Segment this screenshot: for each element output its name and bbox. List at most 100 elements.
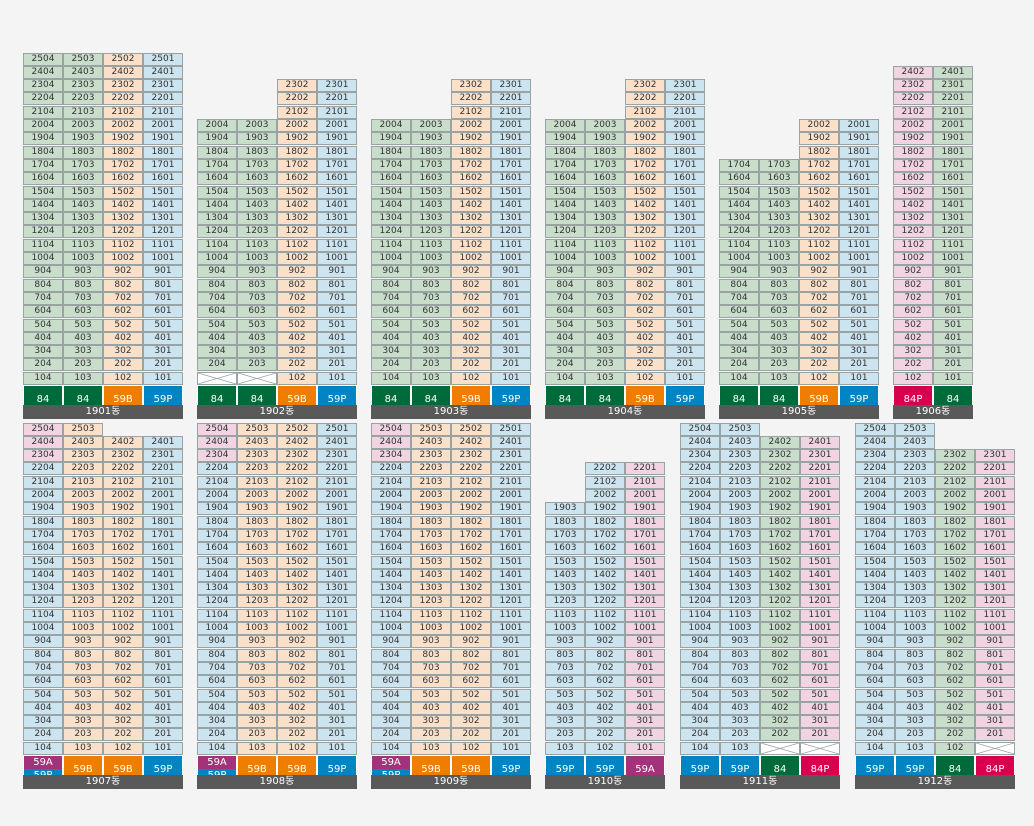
unit-cell[interactable]: 403 xyxy=(545,701,585,715)
unit-cell[interactable]: 1404 xyxy=(680,568,720,582)
unit-cell[interactable]: 1201 xyxy=(317,595,357,609)
unit-cell[interactable]: 2303 xyxy=(720,449,760,463)
unit-cell[interactable]: 501 xyxy=(933,318,973,332)
unit-cell[interactable]: 1401 xyxy=(933,198,973,212)
unit-cell[interactable]: 1502 xyxy=(451,555,491,569)
unit-cell[interactable]: 1503 xyxy=(237,555,277,569)
unit-cell[interactable]: 403 xyxy=(411,331,451,345)
unit-cell[interactable]: 1201 xyxy=(800,595,840,609)
unit-cell[interactable]: 1501 xyxy=(491,185,531,199)
unit-cell[interactable]: 602 xyxy=(451,675,491,689)
unit-cell[interactable]: 901 xyxy=(317,265,357,279)
unit-cell[interactable]: 1402 xyxy=(893,198,933,212)
unit-cell[interactable]: 1701 xyxy=(625,528,665,542)
unit-cell[interactable]: 2301 xyxy=(491,449,531,463)
unit-cell[interactable]: 1801 xyxy=(800,515,840,529)
unit-cell[interactable]: 404 xyxy=(855,701,895,715)
unit-cell[interactable]: 104 xyxy=(719,371,759,385)
unit-cell[interactable]: 703 xyxy=(411,291,451,305)
unit-cell[interactable]: 1801 xyxy=(665,145,705,159)
unit-cell[interactable]: 1801 xyxy=(975,515,1015,529)
unit-cell[interactable]: 2501 xyxy=(317,422,357,436)
unit-cell[interactable]: 2302 xyxy=(625,79,665,93)
unit-cell[interactable]: 1203 xyxy=(237,225,277,239)
unit-cell[interactable]: 2004 xyxy=(23,489,63,502)
unit-cell[interactable]: 801 xyxy=(839,278,879,292)
unit-cell[interactable]: 1901 xyxy=(143,502,183,516)
unit-cell[interactable]: 1901 xyxy=(317,502,357,516)
unit-cell[interactable]: 404 xyxy=(197,701,237,715)
unit-cell[interactable]: 2204 xyxy=(371,462,411,476)
unit-cell[interactable]: 1003 xyxy=(411,622,451,635)
unit-cell[interactable]: 701 xyxy=(625,661,665,675)
unit-cell[interactable]: 1604 xyxy=(197,172,237,186)
unit-cell[interactable]: 601 xyxy=(491,675,531,689)
unit-cell[interactable]: 304 xyxy=(719,345,759,359)
unit-cell[interactable]: 304 xyxy=(371,715,411,729)
unit-cell[interactable]: 1604 xyxy=(680,542,720,556)
unit-cell[interactable]: 604 xyxy=(23,675,63,689)
unit-cell[interactable]: 203 xyxy=(63,728,103,742)
unit-cell[interactable]: 104 xyxy=(23,741,63,755)
unit-cell[interactable]: 2002 xyxy=(451,119,491,132)
unit-cell[interactable]: 602 xyxy=(103,675,143,689)
unit-cell[interactable]: 902 xyxy=(451,265,491,279)
unit-cell[interactable]: 902 xyxy=(277,265,317,279)
unit-cell[interactable]: 1601 xyxy=(143,542,183,556)
unit-cell[interactable]: 1701 xyxy=(143,528,183,542)
unit-cell[interactable]: 1002 xyxy=(799,252,839,265)
unit-cell[interactable]: 402 xyxy=(760,701,800,715)
unit-cell[interactable]: 1302 xyxy=(103,582,143,596)
unit-cell[interactable]: 1702 xyxy=(585,528,625,542)
unit-cell[interactable]: 1304 xyxy=(23,212,63,226)
unit-cell[interactable]: 204 xyxy=(545,358,585,372)
unit-cell[interactable]: 1904 xyxy=(371,132,411,146)
unit-cell[interactable]: 204 xyxy=(197,358,237,372)
unit-cell[interactable]: 801 xyxy=(491,278,531,292)
unit-cell[interactable]: 2204 xyxy=(23,462,63,476)
unit-cell[interactable]: 2401 xyxy=(491,435,531,449)
unit-cell[interactable]: 101 xyxy=(317,741,357,755)
unit-cell[interactable]: 1303 xyxy=(411,212,451,226)
unit-cell[interactable]: 1401 xyxy=(491,568,531,582)
unit-cell[interactable]: 702 xyxy=(799,291,839,305)
unit-cell[interactable]: 2101 xyxy=(491,105,531,119)
unit-cell[interactable]: 1201 xyxy=(143,595,183,609)
unit-cell[interactable]: 701 xyxy=(839,291,879,305)
unit-cell[interactable]: 2404 xyxy=(197,435,237,449)
unit-cell[interactable]: 2004 xyxy=(371,119,411,132)
unit-cell[interactable]: 901 xyxy=(143,635,183,649)
unit-cell[interactable]: 2201 xyxy=(143,92,183,106)
unit-cell[interactable]: 1102 xyxy=(277,608,317,622)
unit-cell[interactable]: 803 xyxy=(63,278,103,292)
unit-cell[interactable]: 1704 xyxy=(371,158,411,172)
unit-cell[interactable]: 604 xyxy=(197,305,237,319)
unit-cell[interactable]: 2402 xyxy=(277,435,317,449)
unit-cell[interactable]: 704 xyxy=(197,291,237,305)
unit-cell[interactable]: 902 xyxy=(893,265,933,279)
unit-cell[interactable]: 2201 xyxy=(143,462,183,476)
unit-cell[interactable]: 1803 xyxy=(895,515,935,529)
unit-cell[interactable]: 2204 xyxy=(680,462,720,476)
unit-cell[interactable]: 1603 xyxy=(895,542,935,556)
unit-cell[interactable]: 401 xyxy=(933,331,973,345)
unit-cell[interactable]: 104 xyxy=(680,741,720,755)
unit-cell[interactable]: 101 xyxy=(625,741,665,755)
unit-cell[interactable]: 301 xyxy=(933,345,973,359)
unit-cell[interactable]: 902 xyxy=(760,635,800,649)
unit-cell[interactable]: 1601 xyxy=(491,172,531,186)
unit-cell[interactable]: 1604 xyxy=(23,542,63,556)
unit-cell[interactable]: 502 xyxy=(799,318,839,332)
unit-cell[interactable]: 901 xyxy=(317,635,357,649)
unit-cell[interactable]: 1104 xyxy=(371,238,411,252)
unit-cell[interactable]: 701 xyxy=(800,661,840,675)
unit-cell[interactable]: 2002 xyxy=(799,119,839,132)
unit-cell[interactable]: 702 xyxy=(585,661,625,675)
unit-cell[interactable]: 2404 xyxy=(371,435,411,449)
unit-cell[interactable]: 1404 xyxy=(197,198,237,212)
unit-cell[interactable]: 1603 xyxy=(720,542,760,556)
unit-cell[interactable]: 2302 xyxy=(451,79,491,93)
unit-cell[interactable]: 703 xyxy=(237,291,277,305)
unit-cell[interactable]: 604 xyxy=(371,305,411,319)
unit-cell[interactable]: 701 xyxy=(317,661,357,675)
